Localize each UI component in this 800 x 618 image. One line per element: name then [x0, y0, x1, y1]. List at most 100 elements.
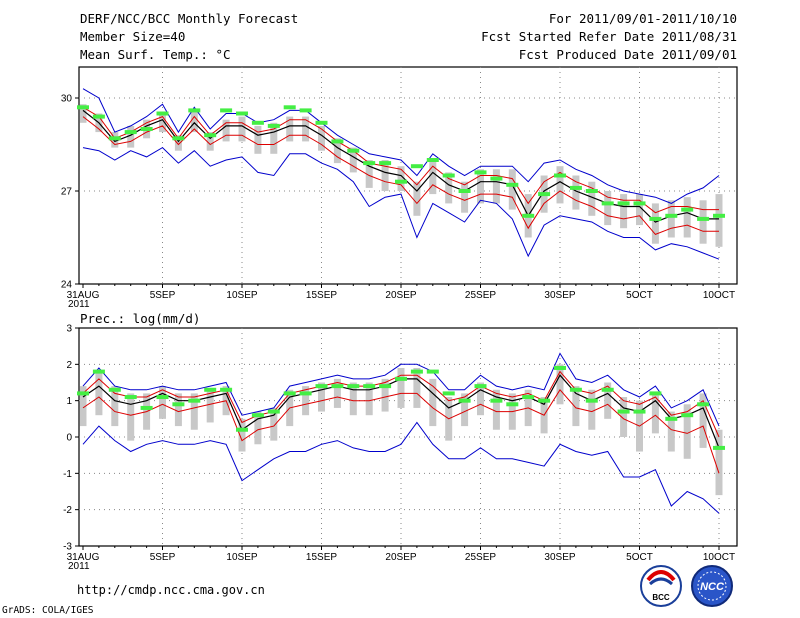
obs-marker [522, 395, 535, 400]
spread-box [333, 378, 341, 408]
series-lower [82, 116, 719, 235]
spread-box [604, 382, 612, 419]
obs-marker [92, 369, 105, 374]
y-tick-label: -2 [63, 505, 72, 516]
spread-box [651, 393, 659, 434]
series-lower [82, 388, 720, 474]
x-tick-label: 15SEP [306, 552, 337, 563]
obs-marker [347, 148, 360, 153]
obs-marker [697, 216, 710, 221]
spread-box [238, 116, 246, 142]
spread-box [206, 132, 214, 151]
obs-marker [379, 384, 392, 389]
obs-marker [490, 176, 503, 181]
spread-box [238, 418, 246, 452]
obs-marker [474, 384, 487, 389]
obs-marker [77, 391, 89, 396]
series-min [82, 421, 720, 514]
spread-box [111, 386, 119, 427]
y-tick-label: 0 [66, 433, 72, 444]
obs-marker [442, 173, 455, 178]
spread-box [365, 382, 373, 416]
spread-box [397, 367, 405, 408]
spread-box [699, 200, 707, 244]
obs-marker [395, 179, 407, 184]
spread-box [651, 203, 659, 244]
spread-box [190, 110, 198, 133]
obs-marker [140, 405, 153, 410]
spread-box [127, 393, 135, 441]
temperature-panel: 24 27 30 31AUG 5SEP 10SEP 15SEP 20SEP 25SEP 30SEP… [61, 66, 738, 310]
obs-marker [236, 111, 248, 116]
obs-marker [538, 192, 551, 197]
forecast-period: For 2011/09/01-2011/10/10 [548, 11, 737, 26]
obs-marker [681, 207, 694, 212]
spread-box [79, 386, 87, 427]
obs-marker [522, 213, 535, 218]
obs-marker [713, 445, 725, 450]
obs-marker [395, 376, 407, 381]
obs-marker [442, 391, 455, 396]
spread-box [429, 378, 437, 427]
obs-marker [172, 136, 185, 141]
spread-box [397, 166, 405, 191]
obs-marker [347, 384, 360, 389]
obs-marker [363, 161, 376, 166]
x-year-label: 2011 [68, 561, 90, 572]
spread-box [95, 371, 103, 416]
variable-label: Mean Surf. Temp.: °C [80, 47, 231, 62]
x-tick-label: 5SEP [150, 552, 176, 563]
spread-box [667, 411, 675, 452]
spread-box [413, 367, 421, 408]
obs-marker [554, 365, 566, 370]
obs-marker [681, 413, 694, 418]
spread-box [174, 393, 182, 427]
produced-date: Fcst Produced Date 2011/09/01 [518, 47, 737, 62]
obs-marker [426, 158, 439, 162]
obs-marker [665, 213, 678, 218]
spread-box [286, 116, 294, 142]
obs-marker [267, 409, 280, 414]
spread-box [636, 194, 643, 226]
obs-marker [538, 398, 551, 403]
obs-marker [649, 391, 662, 396]
spread-box [604, 191, 612, 226]
y-tick-label: 30 [61, 94, 73, 105]
obs-marker [331, 139, 344, 144]
obs-marker [251, 413, 264, 418]
obs-marker [363, 384, 376, 389]
obs-marker [92, 114, 105, 119]
obs-marker [410, 164, 423, 169]
plot-frame [78, 66, 738, 285]
obs-marker [220, 387, 233, 392]
obs-marker [108, 387, 121, 392]
obs-marker [506, 402, 519, 407]
spread-box [556, 166, 564, 204]
y-tick-label: -3 [63, 542, 72, 553]
x-tick-label: 20SEP [385, 552, 416, 563]
spread-box [683, 197, 691, 238]
spread-box [667, 200, 675, 238]
spread-box [222, 119, 230, 142]
obs-marker [108, 136, 121, 141]
x-tick-label: 5SEP [150, 290, 176, 301]
spread-box [254, 125, 262, 154]
spread-box [159, 386, 166, 419]
y-tick-label: 2 [66, 360, 72, 371]
bcc-logo-text: BCC [652, 593, 670, 602]
x-tick-label: 25SEP [465, 290, 496, 301]
source-url[interactable]: http://cmdp.ncc.cma.gov.cn [77, 583, 265, 597]
x-tick-label: 15SEP [306, 290, 337, 301]
obs-marker [410, 369, 423, 374]
y-tick-label: 1 [66, 396, 72, 407]
obs-marker [713, 213, 725, 218]
obs-marker [236, 427, 248, 432]
spread-box [445, 172, 453, 204]
series-max [82, 88, 720, 204]
spread-box [413, 181, 421, 216]
x-tick-label: 10OCT [703, 552, 735, 563]
precipitation-panel: -3 -2 -1 0 1 2 3 31AUG 5SEP 10SEP 15SEP 20SEP 25SEP 3… [63, 324, 738, 572]
obs-marker [315, 384, 328, 389]
spread-box [270, 407, 278, 441]
x-tick-label: 30SEP [544, 552, 575, 563]
